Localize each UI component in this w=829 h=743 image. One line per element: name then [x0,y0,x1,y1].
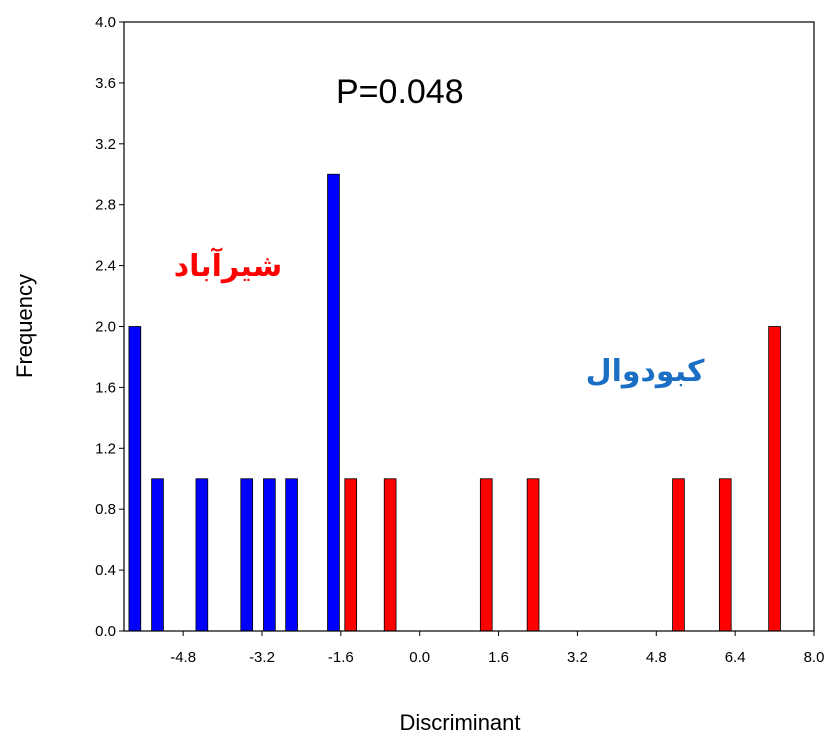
bar-series-2-2 [383,478,397,632]
x-tick-label: 4.8 [646,649,667,666]
bar-series-1-3 [195,478,209,632]
plot-frame [123,21,815,632]
bar-series-1-5 [263,478,276,632]
x-tick-label: 1.6 [488,649,509,666]
y-axis-title: Frequency [12,274,37,378]
y-tick-label: 0.0 [95,623,116,640]
bar-series-2-3 [479,478,493,632]
y-tick-label: 2.4 [95,258,116,275]
p-value-annotation: P=0.048 [336,73,464,111]
x-tick-label: 8.0 [804,649,825,666]
bars-layer [128,173,781,632]
bar-series-1-7 [327,173,340,632]
bar-series-1-6 [285,478,298,632]
y-tick-label: 2.0 [95,319,116,336]
bar-series-1-2 [151,478,164,632]
y-tick-label: 0.4 [95,562,116,579]
x-axis-title: Discriminant [399,710,520,735]
bar-series-1-1 [128,326,142,632]
bar-series-2-4 [526,478,540,632]
labels-layer: 0.0 0.4 0.8 1.2 1.6 2.0 2.4 2.8 3.2 3.6 4.0 -4.8 -3.… [95,14,824,666]
ticks-layer [119,21,815,636]
x-tick-label: -1.6 [328,649,354,666]
bar-series-1-4 [240,478,254,632]
bar-series-2-1 [344,478,358,632]
group-label-shirabad: شیرآباد [174,247,283,284]
y-tick-label: 1.2 [95,440,116,457]
x-tick-label: -3.2 [249,649,275,666]
bar-series-2-5 [672,478,685,632]
bar-series-2-7 [768,326,781,632]
y-tick-label: 4.0 [95,14,116,31]
y-tick-label: 2.8 [95,197,116,214]
y-tick-label: 1.6 [95,379,116,396]
x-tick-label: 3.2 [567,649,588,666]
y-tick-label: 3.6 [95,75,116,92]
group-label-kaboodval: کبودوال [586,354,705,389]
x-tick-label: -4.8 [170,649,196,666]
y-tick-label: 0.8 [95,501,116,518]
bar-series-2-6 [718,478,732,632]
y-tick-label: 3.2 [95,136,116,153]
x-tick-label: 0.0 [409,649,430,666]
x-tick-label: 6.4 [725,649,746,666]
